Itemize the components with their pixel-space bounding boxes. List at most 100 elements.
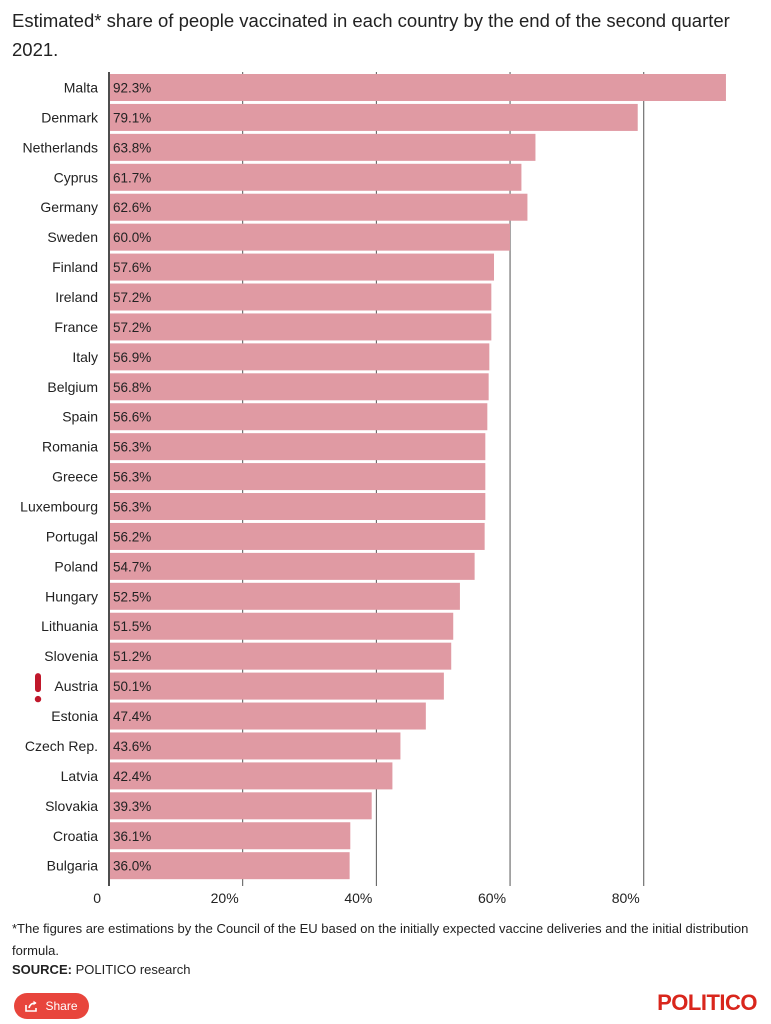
data-label: 56.2% bbox=[113, 529, 151, 544]
category-label: Spain bbox=[62, 409, 98, 425]
data-label: 54.7% bbox=[113, 559, 151, 574]
data-label: 50.1% bbox=[113, 679, 151, 694]
data-label: 43.6% bbox=[113, 739, 151, 754]
category-label: Malta bbox=[64, 80, 98, 96]
data-label: 60.0% bbox=[113, 230, 151, 245]
bar bbox=[110, 223, 511, 251]
x-axis: 0 20% 40% 60% 80% bbox=[93, 890, 640, 906]
bar bbox=[110, 373, 489, 401]
data-label: 51.2% bbox=[113, 649, 151, 664]
bar bbox=[110, 522, 485, 550]
data-label: 56.3% bbox=[113, 440, 151, 455]
data-label: 56.6% bbox=[113, 410, 151, 425]
data-label: 61.7% bbox=[113, 170, 151, 185]
category-label: Czech Rep. bbox=[25, 738, 98, 754]
source-label: SOURCE: bbox=[12, 962, 72, 977]
category-label: Portugal bbox=[46, 528, 98, 544]
bar bbox=[110, 133, 536, 161]
data-label: 92.3% bbox=[113, 81, 151, 96]
category-label: Estonia bbox=[51, 708, 98, 724]
data-label: 56.3% bbox=[113, 470, 151, 485]
bar bbox=[110, 283, 492, 311]
bars bbox=[110, 74, 726, 880]
bar bbox=[110, 433, 486, 461]
bar bbox=[110, 343, 490, 371]
data-label: 57.2% bbox=[113, 320, 151, 335]
bar bbox=[110, 792, 372, 820]
x-tick-label: 60% bbox=[478, 890, 506, 906]
category-label: Romania bbox=[42, 439, 98, 455]
bar bbox=[110, 732, 401, 760]
bar bbox=[110, 193, 528, 221]
bar bbox=[110, 493, 486, 521]
x-tick-label: 20% bbox=[211, 890, 239, 906]
category-label: Hungary bbox=[45, 588, 98, 604]
bar bbox=[110, 582, 460, 610]
data-label: 42.4% bbox=[113, 769, 151, 784]
category-label: Germany bbox=[40, 199, 98, 215]
data-label: 63.8% bbox=[113, 140, 151, 155]
category-label: Slovenia bbox=[44, 648, 98, 664]
bar bbox=[110, 702, 426, 730]
category-label: Netherlands bbox=[23, 139, 99, 155]
category-label: Sweden bbox=[47, 229, 98, 245]
data-label: 57.6% bbox=[113, 260, 151, 275]
data-label: 36.0% bbox=[113, 859, 151, 874]
bar bbox=[110, 103, 638, 131]
bar bbox=[110, 552, 475, 580]
bar bbox=[110, 672, 444, 700]
category-label: Lithuania bbox=[41, 618, 98, 634]
data-label: 36.1% bbox=[113, 829, 151, 844]
bar bbox=[110, 253, 495, 281]
category-label: Slovakia bbox=[45, 798, 98, 814]
x-tick-label: 40% bbox=[344, 890, 372, 906]
category-label: Italy bbox=[72, 349, 98, 365]
data-label: 79.1% bbox=[113, 110, 151, 125]
category-label: Finland bbox=[52, 259, 98, 275]
data-label: 56.8% bbox=[113, 380, 151, 395]
category-label: Greece bbox=[52, 469, 98, 485]
politico-logo[interactable]: POLITICO bbox=[657, 990, 757, 1015]
exclamation-icon bbox=[35, 673, 41, 693]
data-label: 39.3% bbox=[113, 799, 151, 814]
category-label: Croatia bbox=[53, 828, 98, 844]
category-label: Cyprus bbox=[54, 169, 98, 185]
data-label: 56.9% bbox=[113, 350, 151, 365]
x-tick-label: 0 bbox=[93, 890, 101, 906]
category-label: Denmark bbox=[41, 109, 99, 125]
category-label: Latvia bbox=[61, 768, 99, 784]
category-label: France bbox=[54, 319, 98, 335]
bar bbox=[110, 74, 726, 101]
category-label: Ireland bbox=[55, 289, 98, 305]
category-label: Luxembourg bbox=[20, 499, 98, 515]
share-button[interactable]: Share bbox=[14, 993, 89, 1019]
bar bbox=[110, 163, 522, 191]
category-label: Poland bbox=[54, 558, 98, 574]
exclamation-dot bbox=[34, 695, 42, 703]
data-label: 52.5% bbox=[113, 589, 151, 604]
data-label: 56.3% bbox=[113, 500, 151, 515]
data-label: 51.5% bbox=[113, 619, 151, 634]
bar-chart: Malta 92.3% Denmark 79.1% Netherlands 63.8% Cy… bbox=[20, 72, 726, 906]
chart-title: Estimated* share of people vaccinated in… bbox=[12, 10, 730, 60]
category-label: Bulgaria bbox=[47, 858, 99, 874]
category-label: Belgium bbox=[47, 379, 98, 395]
source-line: SOURCE: POLITICO research bbox=[12, 962, 190, 977]
data-label: 62.6% bbox=[113, 200, 151, 215]
bar bbox=[110, 642, 452, 670]
bar bbox=[110, 313, 492, 341]
bar bbox=[110, 852, 350, 880]
labels: Malta 92.3% Denmark 79.1% Netherlands 63.8% Cy… bbox=[20, 80, 151, 874]
bar bbox=[110, 403, 488, 431]
bar bbox=[110, 762, 393, 790]
source-text: POLITICO research bbox=[71, 962, 191, 977]
category-label: Austria bbox=[54, 678, 98, 694]
bar bbox=[110, 463, 486, 491]
share-label: Share bbox=[45, 999, 78, 1013]
x-tick-label: 80% bbox=[612, 890, 640, 906]
data-label: 47.4% bbox=[113, 709, 151, 724]
data-label: 57.2% bbox=[113, 290, 151, 305]
footnote: *The figures are estimations by the Coun… bbox=[12, 921, 749, 958]
bar bbox=[110, 612, 454, 640]
share-icon bbox=[25, 1000, 38, 1012]
